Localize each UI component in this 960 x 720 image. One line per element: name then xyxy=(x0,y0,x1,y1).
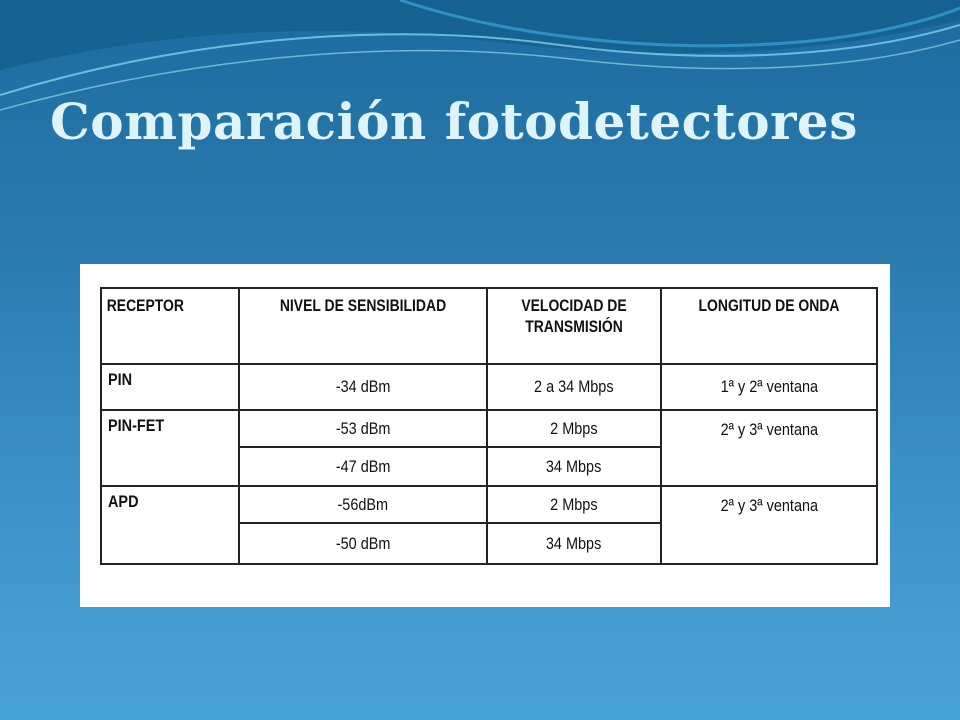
header-receptor: RECEPTOR xyxy=(100,287,215,365)
receptor-cell: PIN xyxy=(100,363,240,411)
header-sensitivity: NIVEL DE SENSIBILIDAD xyxy=(260,287,466,365)
header-speed: VELOCIDAD DE TRANSMISIÓN xyxy=(501,287,647,365)
header-wavelength: LONGITUD DE ONDA xyxy=(679,287,859,365)
speed-cell: 2 Mbps xyxy=(486,485,662,524)
table-row: PIN -34 dBm 2 a 34 Mbps 1ª y 2ª ventana xyxy=(100,363,878,411)
table-row: -47 dBm 34 Mbps xyxy=(101,446,877,487)
table-header-row: RECEPTOR NIVEL DE SENSIBILIDAD VELOCIDAD… xyxy=(100,287,877,365)
table-row: APD -56dBm 2 Mbps 2ª y 3ª ventana xyxy=(100,485,878,565)
table-panel: RECEPTOR NIVEL DE SENSIBILIDAD VELOCIDAD… xyxy=(80,264,890,607)
sensitivity-cell: -47 dBm xyxy=(238,446,488,487)
slide-title: Comparación fotodetectores xyxy=(50,92,858,151)
sensitivity-cell: -56dBm xyxy=(238,485,488,524)
wavelength-cell: 2ª y 3ª ventana xyxy=(660,409,878,487)
speed-cell: 34 Mbps xyxy=(486,522,662,565)
wavelength-cell: 1ª y 2ª ventana xyxy=(660,363,878,411)
table-row: -50 dBm 34 Mbps xyxy=(101,522,877,565)
sensitivity-cell: -34 dBm xyxy=(238,363,488,411)
photodetector-comparison-table: RECEPTOR NIVEL DE SENSIBILIDAD VELOCIDAD… xyxy=(100,287,878,565)
speed-cell: 2 Mbps xyxy=(486,409,662,448)
receptor-cell: PIN-FET xyxy=(100,409,240,487)
decorative-waves xyxy=(0,0,960,111)
sensitivity-cell: -53 dBm xyxy=(238,409,488,448)
wavelength-cell: 2ª y 3ª ventana xyxy=(660,485,878,565)
receptor-cell: APD xyxy=(100,485,240,565)
table-row: PIN-FET -53 dBm 2 Mbps 2ª y 3ª ventana xyxy=(100,409,878,487)
sensitivity-cell: -50 dBm xyxy=(238,522,488,565)
speed-cell: 34 Mbps xyxy=(486,446,662,487)
speed-cell: 2 a 34 Mbps xyxy=(486,363,662,411)
